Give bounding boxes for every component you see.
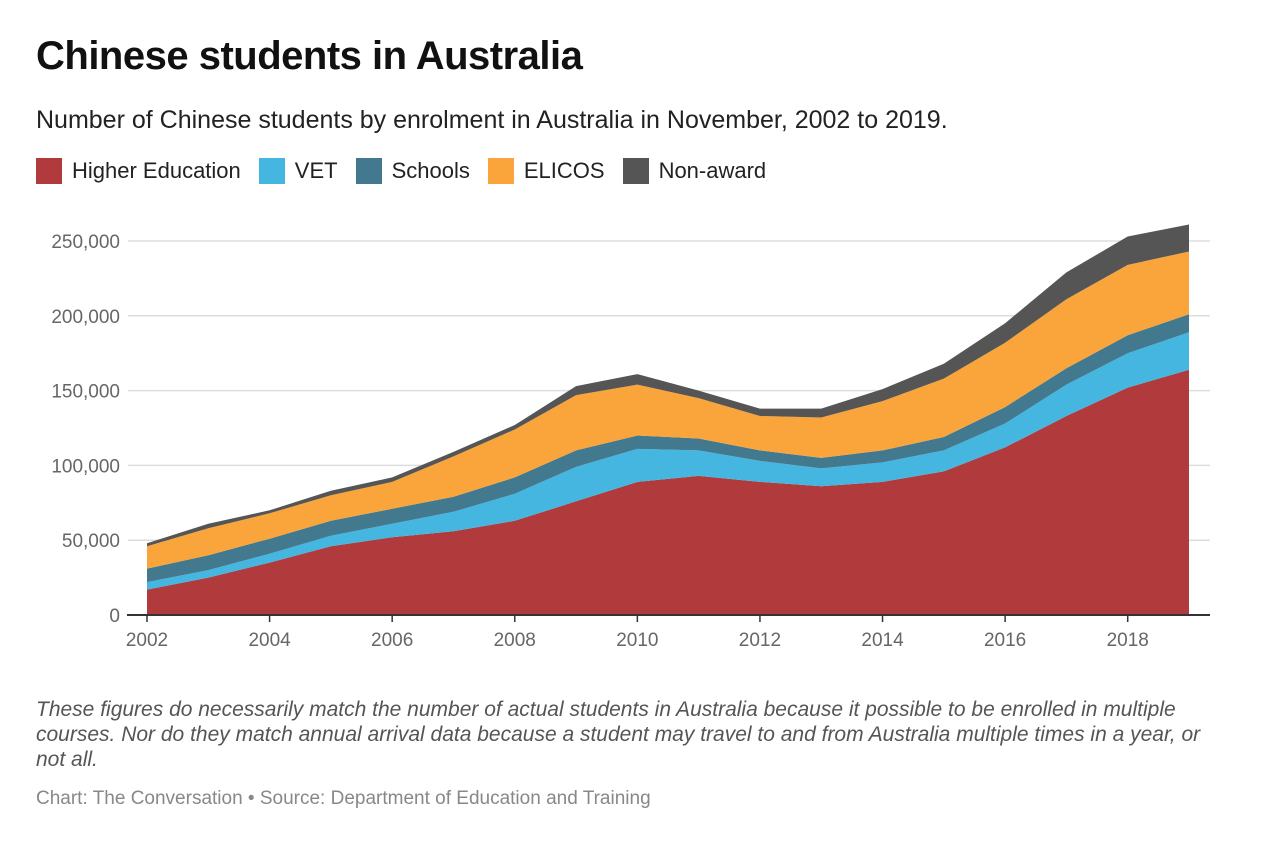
x-tick-label: 2012: [739, 630, 781, 651]
stacked-area-chart: 0 50,000 100,000 150,000 200,000 250,000 2002 2…: [51, 224, 1210, 651]
y-tick-label: 150,000: [51, 382, 120, 403]
legend-label-elicos: ELICOS: [523, 158, 605, 183]
area-series: [147, 224, 1189, 615]
legend-label-schools: Schools: [391, 158, 470, 183]
y-tick-label: 200,000: [51, 307, 120, 328]
legend-label-higher-education: Higher Education: [72, 158, 241, 183]
legend-item-vet: VET: [258, 158, 338, 184]
x-tick-label: 2010: [616, 630, 658, 651]
legend-swatch-elicos: [487, 158, 514, 184]
legend-item-higher-education: Higher Education: [36, 158, 241, 184]
y-tick-label: 0: [109, 606, 120, 627]
legend-label-vet: VET: [294, 158, 338, 183]
x-tick-label: 2014: [861, 630, 904, 651]
legend-item-non-award: Non-award: [622, 158, 767, 184]
legend-swatch-higher-education: [36, 158, 62, 184]
y-tick-label: 100,000: [51, 456, 120, 477]
x-tick-label: 2002: [126, 630, 168, 651]
x-tick-label: 2018: [1107, 630, 1149, 651]
area-non-award: [147, 224, 1189, 547]
legend: Higher Education VET Schools ELICOS Non-…: [36, 158, 784, 184]
area-schools: [147, 314, 1189, 583]
legend-item-elicos: ELICOS: [487, 158, 605, 184]
legend-label-non-award: Non-award: [658, 158, 767, 183]
legend-swatch-vet: [258, 158, 285, 184]
chart-subtitle: Number of Chinese students by enrolment …: [36, 106, 948, 134]
x-tick-label: 2016: [984, 630, 1026, 651]
x-tick-label: 2008: [494, 630, 536, 651]
legend-item-schools: Schools: [355, 158, 470, 184]
chart-source: Chart: The Conversation • Source: Depart…: [36, 788, 651, 809]
y-tick-label: 250,000: [51, 232, 120, 253]
axes: 0 50,000 100,000 150,000 200,000 250,000 2002 2…: [51, 232, 1210, 651]
chart-note: These figures do necessarily match the n…: [36, 698, 1201, 771]
x-tick-label: 2006: [371, 630, 413, 651]
legend-swatch-schools: [355, 158, 382, 184]
area-elicos: [147, 251, 1189, 569]
area-higher-education: [147, 369, 1189, 615]
x-tick-label: 2004: [248, 630, 291, 651]
legend-swatch-non-award: [622, 158, 649, 184]
chart-title: Chinese students in Australia: [36, 34, 583, 78]
area-vet: [147, 332, 1189, 590]
y-tick-label: 50,000: [62, 531, 120, 552]
